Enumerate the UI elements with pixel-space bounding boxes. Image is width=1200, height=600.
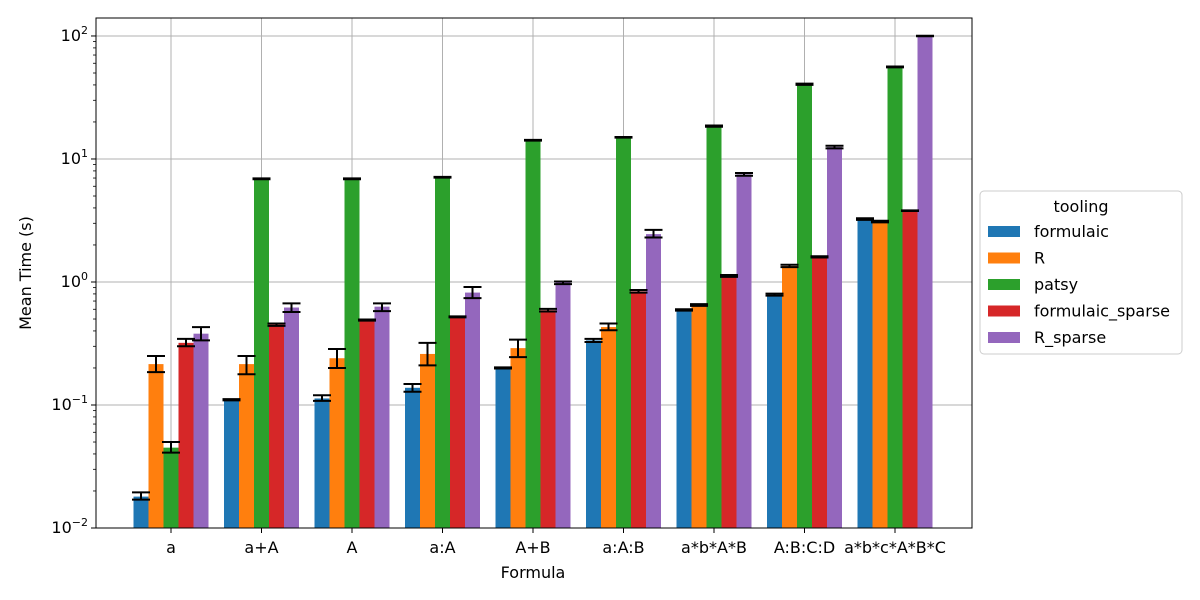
x-tick-label: a:A:B (602, 538, 644, 557)
x-tick-label: a+A (244, 538, 278, 557)
bar-R_sparse (555, 282, 571, 528)
bar-R (601, 327, 616, 528)
legend-frame (979, 190, 1183, 355)
y-axis-label: Mean Time (s) (16, 216, 35, 330)
errorbars-layer (132, 34, 934, 501)
x-tick-label: A+B (515, 538, 550, 557)
bar-patsy (706, 126, 722, 528)
x-tick-label: a*b*c*A*B*C (844, 538, 946, 557)
legend-label-patsy: patsy (1034, 275, 1078, 294)
bar-formulaic (314, 398, 330, 528)
bar-patsy (344, 178, 360, 528)
bar-formulaic (133, 496, 149, 528)
bars-layer (133, 35, 933, 529)
bar-R_sparse (646, 234, 661, 529)
bar-R_sparse (193, 333, 209, 528)
bar-formulaic (767, 294, 782, 528)
bar-patsy (435, 177, 450, 529)
x-tick-label: a*b*A*B (681, 538, 747, 557)
bar-patsy (616, 137, 631, 528)
y-tick-label: 101 (61, 147, 88, 168)
bar-formulaic_sparse (902, 210, 918, 528)
y-tick-label: 10−1 (51, 393, 88, 414)
bar-formulaic_sparse (359, 320, 375, 528)
legend-swatch-formulaic (988, 226, 1020, 237)
legend-swatch-R (988, 252, 1020, 264)
bar-R_sparse (465, 292, 480, 528)
bar-formulaic_sparse (540, 310, 556, 528)
bar-patsy (254, 178, 269, 528)
x-tick-label: A (347, 538, 358, 557)
bar-R (420, 353, 435, 528)
bar-formulaic_sparse (631, 291, 646, 528)
bar-R_sparse (736, 174, 752, 529)
bar-patsy (887, 66, 903, 528)
y-tick-label: 102 (61, 24, 88, 45)
plot-frame (95, 17, 973, 529)
bar-formulaic (224, 399, 239, 528)
bar-R_sparse (827, 147, 842, 528)
bar-R (782, 265, 797, 528)
x-tick-label: a:A (429, 538, 455, 557)
y-tick-label: 100 (61, 270, 88, 291)
bar-patsy (797, 84, 812, 528)
bar-formulaic (857, 219, 873, 528)
legend-label-R_sparse: R_sparse (1034, 328, 1106, 348)
x-axis-label: Formula (501, 563, 566, 582)
bar-patsy (163, 447, 179, 528)
bar-formulaic (405, 387, 420, 528)
bar-formulaic_sparse (450, 316, 465, 528)
bar-formulaic_sparse (721, 275, 737, 528)
bar-R (329, 358, 345, 528)
bar-R (691, 305, 707, 528)
legend-label-formulaic: formulaic (1034, 222, 1109, 241)
legend-label-formulaic_sparse: formulaic_sparse (1034, 302, 1170, 322)
bar-patsy (525, 140, 541, 528)
bar-formulaic_sparse (812, 256, 827, 528)
bar-R_sparse (284, 307, 299, 528)
bar-formulaic (676, 310, 692, 528)
y-tick-label: 10−2 (51, 516, 88, 537)
legend-swatch-patsy (988, 279, 1020, 290)
bar-R (510, 348, 526, 528)
bar-R (872, 221, 888, 528)
x-tick-label: a (166, 538, 176, 557)
bar-formulaic_sparse (178, 342, 194, 528)
bar-formulaic (586, 340, 601, 528)
bar-R_sparse (374, 306, 390, 528)
legend-swatch-R_sparse (988, 332, 1020, 343)
bar-formulaic (495, 367, 511, 528)
bar-R (148, 364, 164, 528)
bar-R_sparse (917, 35, 933, 529)
legend-swatch-formulaic_sparse (988, 305, 1020, 317)
bar-formulaic_sparse (269, 324, 284, 528)
legend-title: tooling (1053, 197, 1108, 216)
x-tick-label: A:B:C:D (774, 538, 835, 557)
bar-R (239, 364, 254, 528)
legend-label-R: R (1034, 249, 1045, 268)
